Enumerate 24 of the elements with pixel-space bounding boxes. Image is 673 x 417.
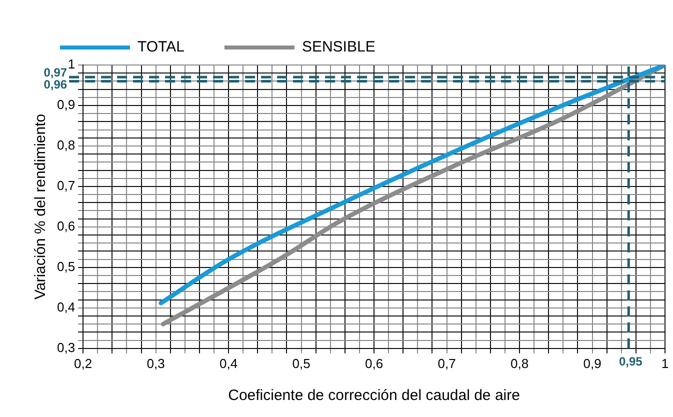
- x-axis-title: Coeficiente de corrección del caudal de aire: [228, 387, 520, 404]
- legend-label: SENSIBLE: [302, 38, 376, 56]
- x-tick-label: 0,6: [364, 356, 384, 371]
- x-tick-label: 0,8: [510, 356, 529, 371]
- y-tick-label: 0,3: [56, 340, 76, 355]
- y-tick-label: 1: [68, 56, 76, 72]
- x-tick-label: 0,2: [74, 356, 92, 371]
- ref-line-label: 0,97: [44, 65, 68, 80]
- x-tick-label: 0,9: [583, 356, 602, 371]
- y-tick-label: 0,9: [56, 97, 76, 112]
- legend-label: TOTAL: [138, 38, 184, 56]
- y-tick-label: 0,6: [56, 218, 76, 234]
- x-tick-label: 0,3: [146, 356, 165, 371]
- x-tick-label: 1: [661, 356, 669, 371]
- y-axis-title: Variación % del rendimiento: [32, 114, 50, 300]
- y-tick-label: 0,5: [56, 259, 76, 274]
- y-tick-label: 0,7: [56, 178, 76, 194]
- y-tick-label: 0,8: [56, 138, 76, 153]
- ref-line-label: 0,95: [618, 354, 643, 369]
- x-tick-label: 0,5: [292, 356, 310, 371]
- x-tick-label: 0,4: [220, 356, 238, 371]
- ref-line-label: 0,96: [44, 78, 68, 92]
- y-tick-label: 0,4: [56, 299, 76, 314]
- x-tick-label: 0,7: [438, 356, 456, 371]
